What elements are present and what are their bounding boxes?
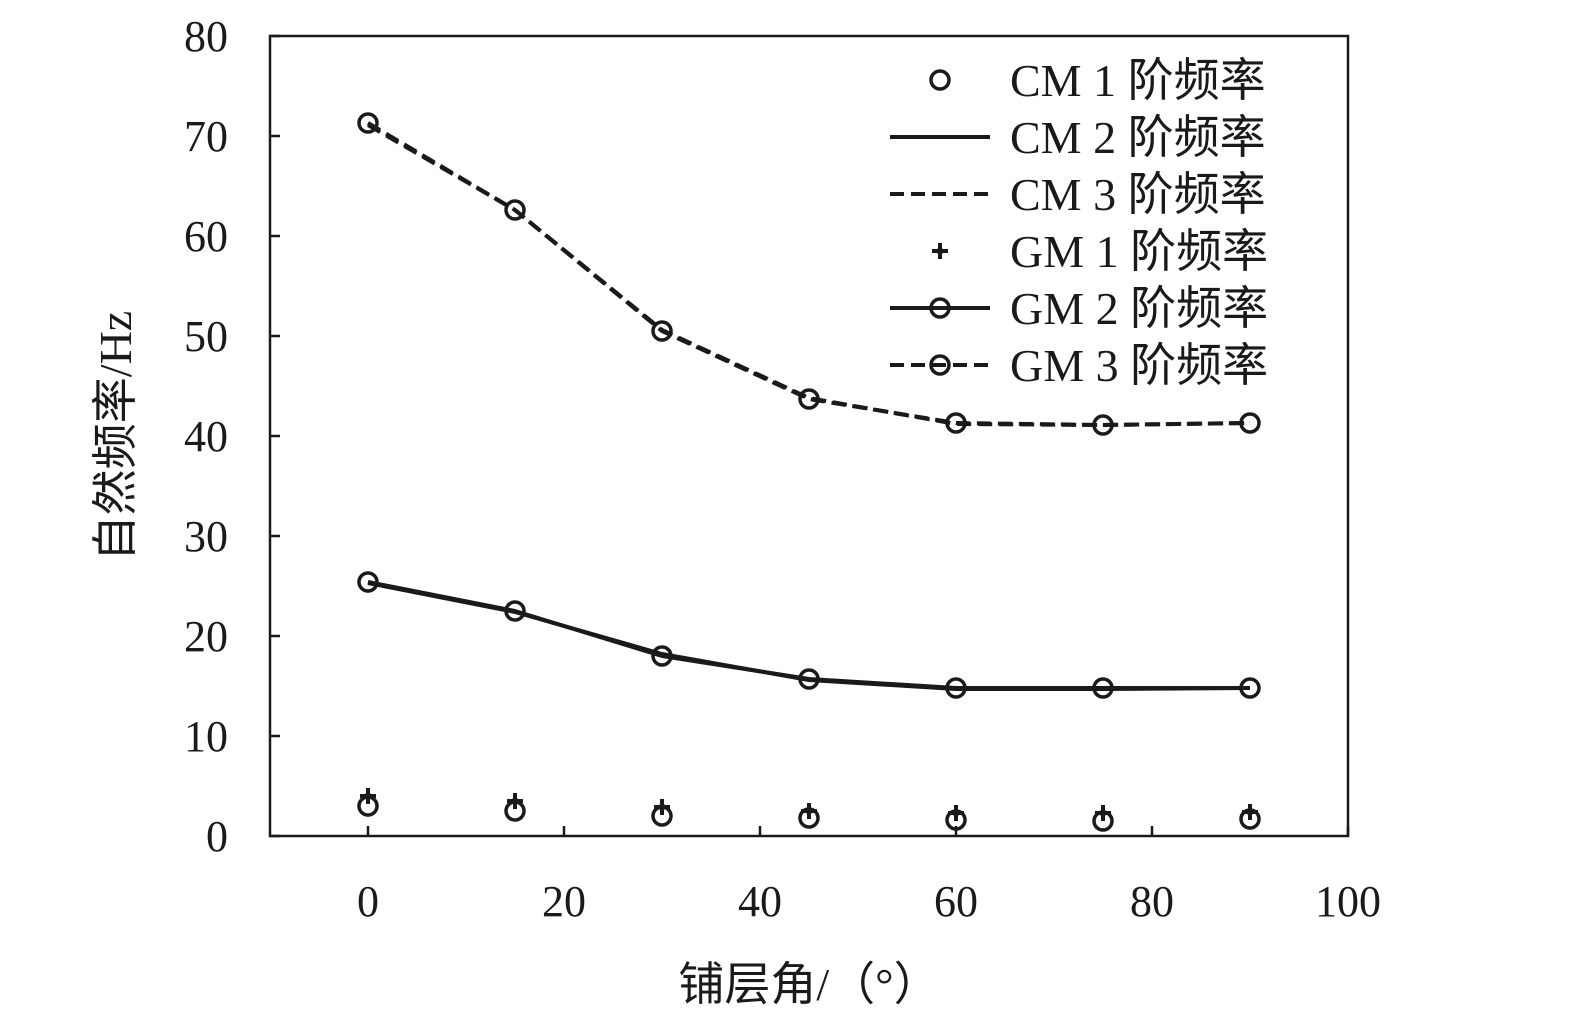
- data-point: [1239, 677, 1261, 699]
- legend-label: GM 3 阶频率: [1010, 340, 1268, 391]
- y-tick-label: 20: [184, 612, 228, 661]
- legend-label: GM 1 阶频率: [1010, 226, 1268, 277]
- data-point: [1239, 412, 1261, 434]
- data-point: [948, 805, 964, 821]
- x-tick-label: 20: [542, 877, 586, 926]
- data-point: [357, 571, 379, 593]
- data-point: [1092, 414, 1114, 436]
- legend-marker-swatch: [929, 69, 951, 91]
- legend-item: GM 3 阶频率: [890, 340, 1268, 391]
- y-tick-label: 60: [184, 212, 228, 261]
- y-tick-label: 70: [184, 112, 228, 161]
- data-point: [1242, 804, 1258, 820]
- legend-label: CM 2 阶频率: [1010, 112, 1266, 163]
- data-point: [651, 320, 673, 342]
- data-point: [651, 645, 673, 667]
- legend-label: CM 3 阶频率: [1010, 169, 1266, 220]
- legend: CM 1 阶频率 CM 2 阶频率 CM 3 阶频率 GM 1 阶频率 GM 2 阶频率…: [890, 55, 1268, 391]
- legend-label: GM 2 阶频率: [1010, 283, 1268, 334]
- x-axis-label: 铺层角/（°）: [678, 959, 939, 1010]
- series-line-4: [367, 580, 1250, 690]
- data-point: [945, 412, 967, 434]
- y-axis-label: 自然频率/Hz: [90, 311, 141, 561]
- series-5: [357, 112, 1261, 436]
- data-point: [357, 112, 379, 134]
- data-point: [1092, 677, 1114, 699]
- legend-item: GM 2 阶频率: [890, 283, 1268, 334]
- y-tick-label: 30: [184, 512, 228, 561]
- series-line-5: [366, 121, 1251, 427]
- data-point: [654, 799, 670, 815]
- y-tick-label: 80: [184, 12, 228, 61]
- series-layer: [357, 112, 1261, 832]
- data-point: [798, 388, 820, 410]
- ticks-layer: 0 20 40 60 80 100 0 10 20 30 40 50 60 70 80: [184, 12, 1381, 926]
- data-point: [360, 788, 376, 804]
- legend-marker-swatch: [929, 297, 951, 319]
- y-tick-label: 10: [184, 712, 228, 761]
- series-1: [367, 581, 1251, 691]
- x-tick-label: 60: [934, 877, 978, 926]
- legend-item: CM 1 阶频率: [929, 55, 1266, 106]
- legend-item: GM 1 阶频率: [932, 226, 1268, 277]
- legend-item: CM 2 阶频率: [890, 112, 1266, 163]
- data-point: [945, 677, 967, 699]
- y-tick-label: 40: [184, 412, 228, 461]
- data-point: [504, 199, 526, 221]
- series-line-1: [367, 581, 1251, 691]
- legend-item: CM 3 阶频率: [890, 169, 1266, 220]
- data-point: [504, 600, 526, 622]
- y-tick-label: 0: [206, 812, 228, 861]
- legend-label: CM 1 阶频率: [1010, 55, 1266, 106]
- x-tick-label: 80: [1130, 877, 1174, 926]
- legend-marker-swatch: [929, 354, 951, 376]
- legend-marker-swatch: [932, 243, 948, 259]
- series-4: [357, 571, 1261, 699]
- data-point: [507, 793, 523, 809]
- series-3: [360, 788, 1258, 821]
- y-tick-label: 50: [184, 312, 228, 361]
- data-point: [801, 803, 817, 819]
- x-tick-label: 0: [357, 877, 379, 926]
- data-point: [798, 668, 820, 690]
- x-tick-label: 40: [738, 877, 782, 926]
- data-point: [1095, 805, 1111, 821]
- x-tick-label: 100: [1315, 877, 1381, 926]
